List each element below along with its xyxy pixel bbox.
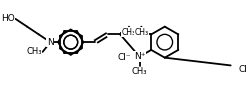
Text: N⁺: N⁺: [134, 52, 145, 61]
Text: CH₃: CH₃: [134, 28, 149, 37]
Text: HO: HO: [1, 14, 15, 23]
Text: N: N: [47, 38, 54, 47]
Text: Cl⁻: Cl⁻: [117, 53, 131, 62]
Text: CH₃: CH₃: [132, 67, 147, 76]
Text: Cl: Cl: [238, 65, 247, 74]
Text: CH₃: CH₃: [26, 47, 42, 56]
Text: CH₃: CH₃: [122, 28, 136, 37]
